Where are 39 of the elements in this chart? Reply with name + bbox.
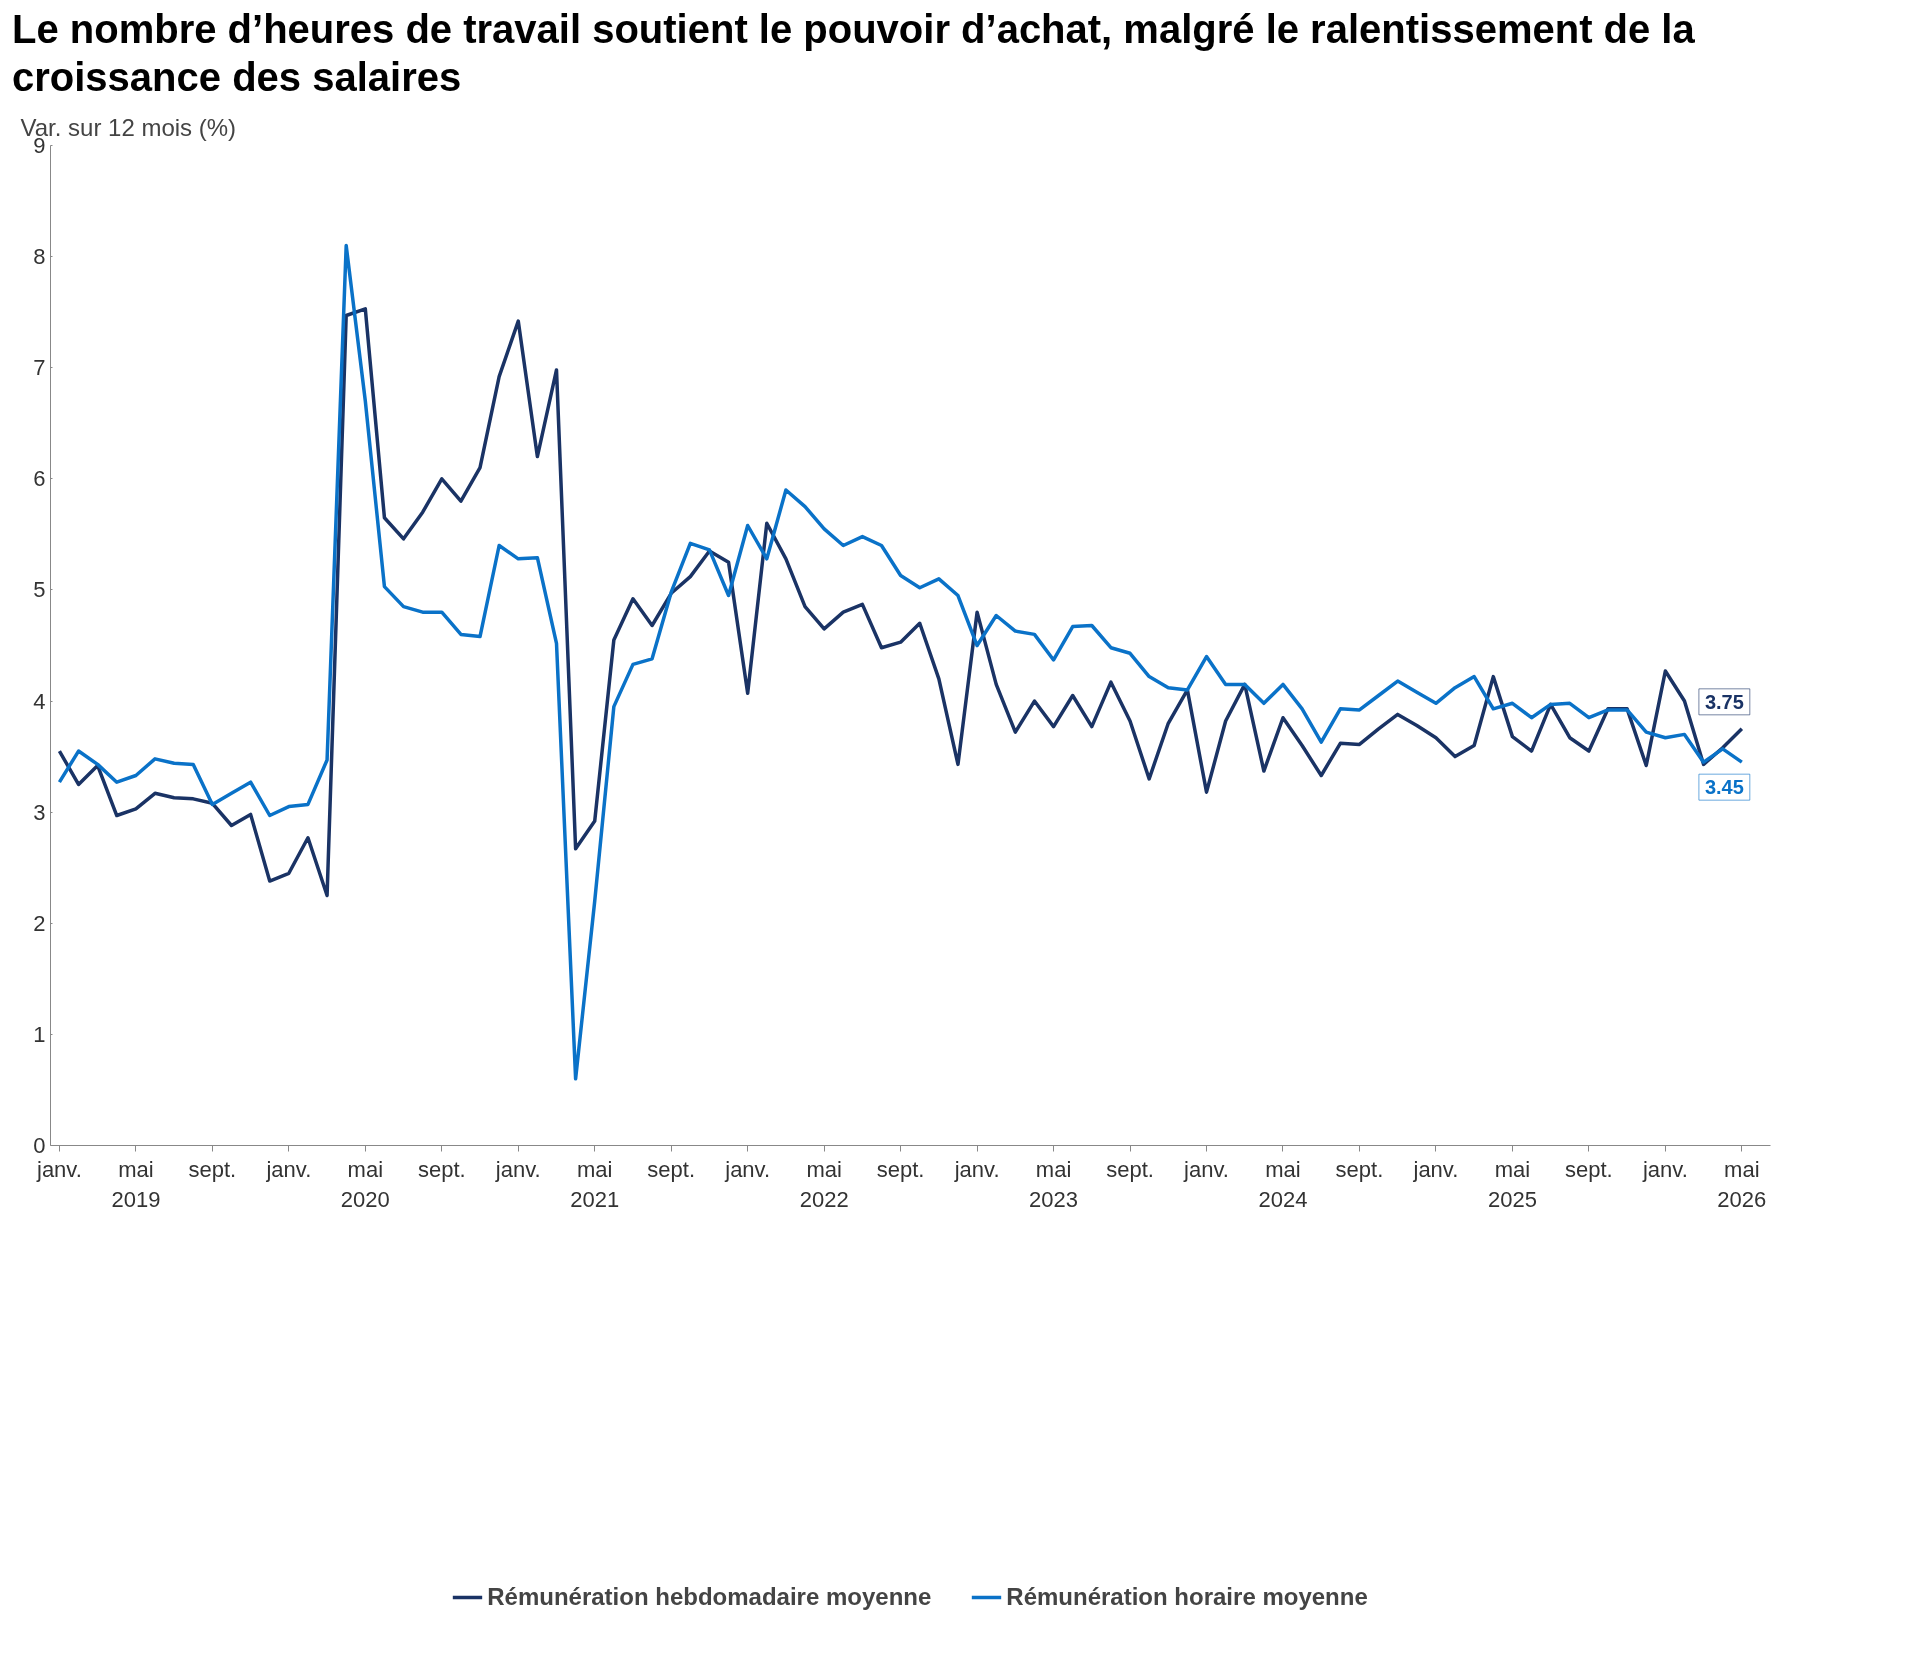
y-tick-label: 3 (33, 799, 46, 825)
legend-label: Rémunération hebdomadaire moyenne (487, 1583, 932, 1611)
x-tick-label: janv. (953, 1156, 1000, 1182)
y-tick-label: 2 (33, 910, 46, 936)
x-tick-label: mai 2026 (1717, 1156, 1767, 1212)
y-tick-label: 6 (33, 466, 46, 492)
x-tick-label: mai 2025 (1487, 1156, 1537, 1212)
x-tick-label: sept. (876, 1156, 925, 1182)
x-tick-label: janv. (1412, 1156, 1459, 1182)
y-tick-label: 8 (33, 244, 46, 270)
x-tick-label: janv. (724, 1156, 771, 1182)
x-tick-label: janv. (1183, 1156, 1229, 1182)
data-label: 3.45 (1704, 776, 1744, 799)
y-tick-label: 5 (33, 577, 46, 603)
data-label: 3.75 (1704, 690, 1744, 713)
x-tick-label: sept. (417, 1156, 466, 1182)
x-tick-label: mai 2020 (340, 1156, 390, 1212)
x-tick-label: janv. (36, 1156, 82, 1182)
chart-title: Le nombre d’heures de travail soutient le pouvoir d’achat, malgré le ralentissement de la croissance des salaires (12, 6, 1696, 101)
x-tick-label: sept. (188, 1156, 237, 1182)
x-tick-label: sept. (647, 1156, 696, 1182)
y-tick-label: 4 (33, 688, 46, 714)
y-tick-label: 1 (33, 1021, 46, 1047)
x-tick-label: mai 2024 (1258, 1156, 1308, 1212)
x-tick-label: janv. (1641, 1156, 1688, 1182)
x-tick-label: janv. (494, 1156, 541, 1182)
line-series (57, 243, 1744, 1081)
y-tick-label: 7 (33, 355, 46, 381)
x-tick-label: mai 2021 (570, 1156, 620, 1212)
x-tick-label: sept. (1565, 1156, 1613, 1182)
x-tick-label: janv. (265, 1156, 312, 1182)
line-series (57, 307, 1744, 898)
x-tick-label: sept. (1335, 1156, 1384, 1182)
x-tick-label: mai 2023 (1029, 1156, 1079, 1212)
x-tick-label: mai 2022 (799, 1156, 849, 1212)
x-tick-label: mai 2019 (111, 1156, 161, 1212)
x-tick-label: sept. (1106, 1156, 1154, 1182)
legend-label: Rémunération horaire moyenne (1006, 1583, 1368, 1611)
y-tick-label: 0 (33, 1133, 46, 1158)
